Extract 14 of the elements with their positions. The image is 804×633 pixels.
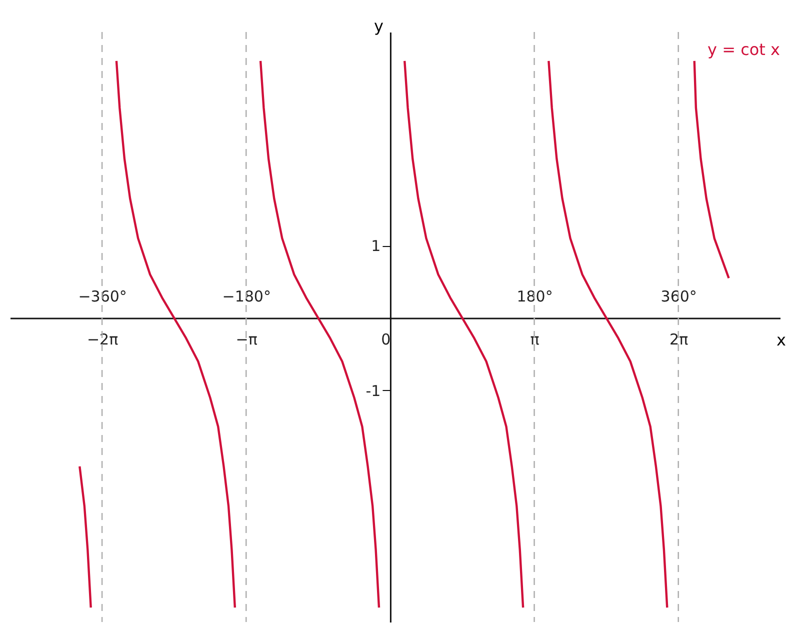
x-axis-title: x <box>776 330 786 350</box>
y-tick-label: 1 <box>371 237 381 256</box>
x-tick-label: −360° <box>78 287 127 306</box>
x-tick-label: −180° <box>222 287 271 306</box>
x-tick-label: 180° <box>516 287 553 306</box>
y-axis-title: y <box>374 16 384 36</box>
x2-tick-label: 0 <box>381 330 391 348</box>
x2-tick-label: π <box>530 330 540 348</box>
x2-tick-label: −2π <box>86 330 118 348</box>
x2-tick-label: 2π <box>670 330 688 348</box>
series-label: y = cot x <box>708 40 780 59</box>
x-tick-label: 360° <box>660 287 697 306</box>
x2-tick-label: −π <box>236 330 258 348</box>
y-tick-label: -1 <box>366 382 381 400</box>
